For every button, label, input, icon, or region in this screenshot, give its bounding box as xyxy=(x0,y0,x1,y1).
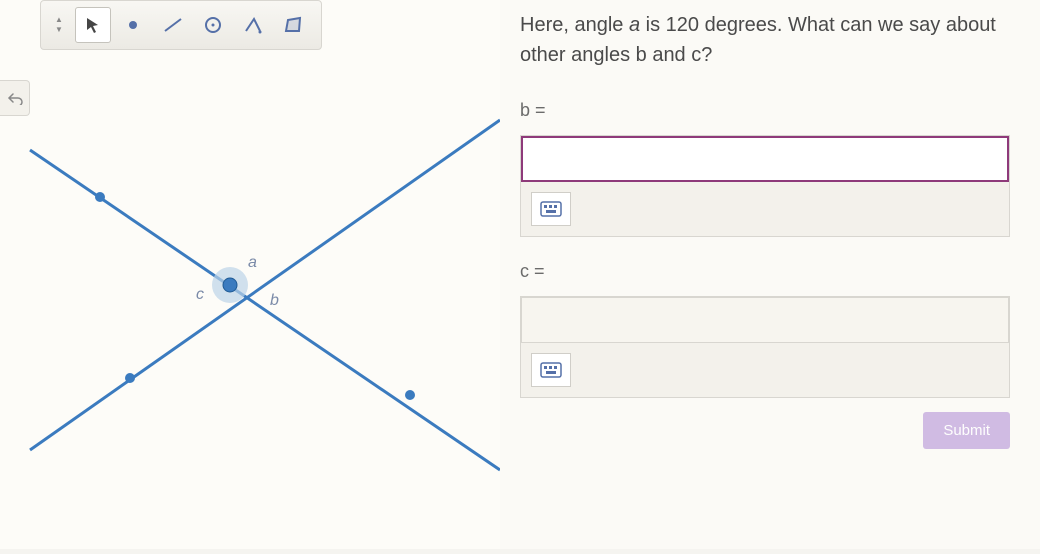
q-value: 120 xyxy=(666,14,699,36)
geometry-canvas[interactable]: a b c xyxy=(0,50,500,549)
math-keyboard-button-c[interactable] xyxy=(531,353,571,387)
q-prefix: Here, angle xyxy=(520,14,629,36)
point-icon xyxy=(124,16,142,34)
answer-group-b xyxy=(520,135,1010,237)
math-keyboard-button-b[interactable] xyxy=(531,192,571,226)
line-icon xyxy=(162,16,184,34)
label-c: c = xyxy=(520,261,1010,282)
circle-tool[interactable] xyxy=(195,7,231,43)
geometry-panel: ▲▼ xyxy=(0,0,500,549)
question-panel: Here, angle a is 120 degrees. What can w… xyxy=(500,0,1040,549)
keyboard-icon xyxy=(540,201,562,217)
polygon-tool[interactable] xyxy=(275,7,311,43)
answer-input-b[interactable] xyxy=(521,136,1009,182)
q-var-a: a xyxy=(629,14,640,36)
question-text: Here, angle a is 120 degrees. What can w… xyxy=(520,10,1010,70)
angle-label-a: a xyxy=(248,254,257,272)
keyboard-icon xyxy=(540,362,562,378)
circle-icon xyxy=(203,15,223,35)
point-tool[interactable] xyxy=(115,7,151,43)
answer-group-c xyxy=(520,296,1010,398)
polygon-icon xyxy=(282,15,304,35)
label-b: b = xyxy=(520,100,1010,121)
move-tool[interactable] xyxy=(75,7,111,43)
line-tool[interactable] xyxy=(155,7,191,43)
toolbar-grip[interactable]: ▲▼ xyxy=(51,5,67,45)
angle-label-b: b xyxy=(270,292,279,310)
angle-tool[interactable] xyxy=(235,7,271,43)
angle-label-c: c xyxy=(196,286,204,304)
submit-button[interactable]: Submit xyxy=(923,412,1010,449)
geometry-toolbar: ▲▼ xyxy=(40,0,322,50)
submit-row: Submit xyxy=(520,412,1010,449)
q-mid1: is xyxy=(640,14,666,36)
answer-input-c[interactable] xyxy=(521,297,1009,343)
geometry-svg xyxy=(0,50,500,549)
answer-c-tools xyxy=(521,343,1009,397)
cursor-icon xyxy=(84,16,102,34)
angle-icon xyxy=(242,15,264,35)
answer-b-tools xyxy=(521,182,1009,236)
